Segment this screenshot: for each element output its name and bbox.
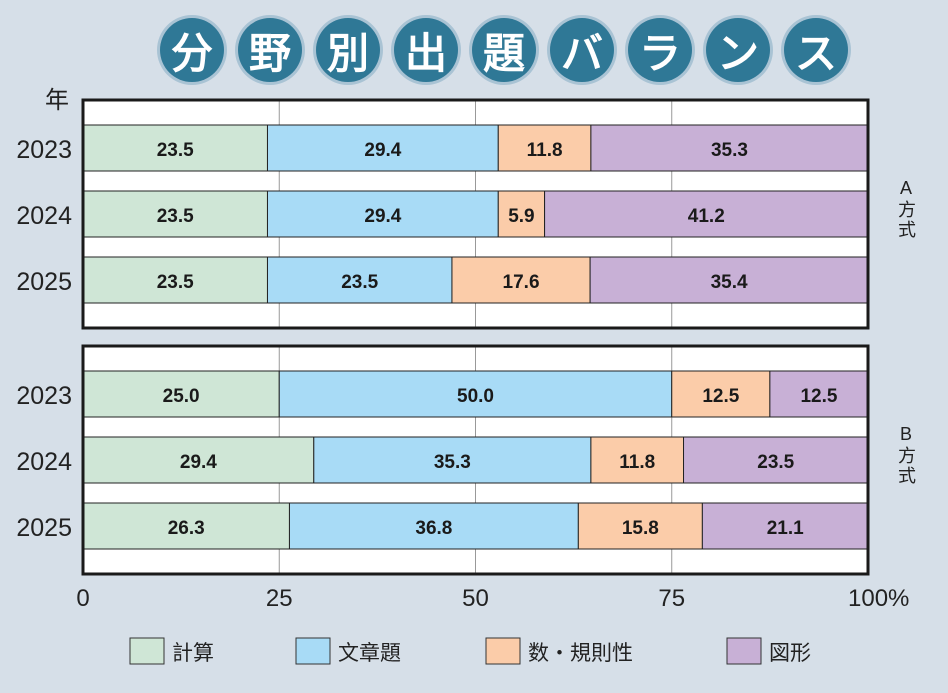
data-label: 12.5 [702, 386, 739, 407]
bar-segment-計算 [82, 190, 268, 238]
data-label: 35.3 [711, 140, 748, 161]
data-label: 12.5 [800, 386, 837, 407]
bar-segment-数・規則性 [577, 502, 703, 550]
bar-segment-図形 [769, 370, 869, 418]
bar-segment-計算 [82, 502, 290, 550]
data-label: 5.9 [508, 206, 534, 227]
data-label: 29.4 [364, 206, 401, 227]
legend-label: 数・規則性 [528, 642, 633, 665]
chart-title: 分野別出題バランス [160, 18, 856, 82]
bar-segment-数・規則性 [590, 436, 685, 484]
bar-segment-文章題 [288, 502, 579, 550]
data-label: 29.4 [364, 140, 401, 161]
data-label: 11.8 [527, 140, 563, 161]
title-char: 別 [316, 18, 380, 82]
data-label: 36.8 [415, 518, 452, 539]
data-label: 26.3 [168, 518, 205, 539]
x-tick-label: 50 [462, 585, 489, 612]
title-char: 分 [160, 18, 224, 82]
data-label: 23.5 [157, 140, 194, 161]
data-label: 29.4 [180, 452, 217, 473]
bar-segment-数・規則性 [497, 190, 546, 238]
bar-segment-文章題 [266, 256, 453, 304]
panel-label-a: A方式 [896, 178, 916, 240]
x-tick-label: 0 [76, 585, 89, 612]
data-label: 17.6 [503, 272, 540, 293]
data-label: 21.1 [767, 518, 804, 539]
data-label: 35.3 [434, 452, 471, 473]
bar-segment-計算 [82, 124, 268, 172]
data-label: 50.0 [457, 386, 494, 407]
bar-segment-計算 [82, 436, 315, 484]
x-tick-label: 75 [658, 585, 685, 612]
x-tick-label: 25 [266, 585, 293, 612]
panel-border [81, 344, 870, 576]
title-char: ス [784, 18, 848, 82]
title-char: ラ [628, 18, 692, 82]
data-label: 15.8 [622, 518, 659, 539]
legend-label: 計算 [172, 642, 214, 665]
legend-swatch [129, 637, 165, 665]
bar-segment-図形 [544, 190, 869, 238]
title-char: 出 [394, 18, 458, 82]
legend-swatch [726, 637, 762, 665]
bar-segment-図形 [590, 124, 869, 172]
panel-border [81, 98, 870, 330]
data-label: 25.0 [163, 386, 200, 407]
category-label: 2023 [16, 136, 72, 164]
bar-segment-図形 [589, 256, 869, 304]
data-label: 23.5 [157, 272, 194, 293]
data-label: 23.5 [757, 452, 794, 473]
data-label: 35.4 [711, 272, 748, 293]
bar-segment-数・規則性 [451, 256, 591, 304]
bar-segment-文章題 [278, 370, 673, 418]
bar-segment-文章題 [266, 190, 499, 238]
category-label: 2024 [16, 202, 72, 230]
data-label: 41.2 [688, 206, 725, 227]
bar-segment-図形 [683, 436, 869, 484]
category-label: 2023 [16, 382, 72, 410]
bar-segment-計算 [82, 256, 268, 304]
title-char: 野 [238, 18, 302, 82]
x-tick-label: 100% [848, 585, 909, 612]
title-char: ン [706, 18, 770, 82]
category-label: 2025 [16, 268, 72, 296]
bar-segment-数・規則性 [497, 124, 592, 172]
title-char: バ [550, 18, 614, 82]
y-axis-label: 年 [45, 87, 69, 114]
data-label: 11.8 [619, 452, 655, 473]
data-label: 23.5 [341, 272, 378, 293]
bar-segment-文章題 [313, 436, 592, 484]
title-char: 題 [472, 18, 536, 82]
panel-label-b: B方式 [896, 424, 916, 486]
category-label: 2025 [16, 514, 72, 542]
data-label: 23.5 [157, 206, 194, 227]
legend-label: 図形 [769, 642, 811, 665]
category-label: 2024 [16, 448, 72, 476]
bar-segment-文章題 [266, 124, 499, 172]
bar-segment-図形 [701, 502, 869, 550]
legend-label: 文章題 [338, 642, 401, 665]
legend-swatch [485, 637, 521, 665]
legend-swatch [295, 637, 331, 665]
